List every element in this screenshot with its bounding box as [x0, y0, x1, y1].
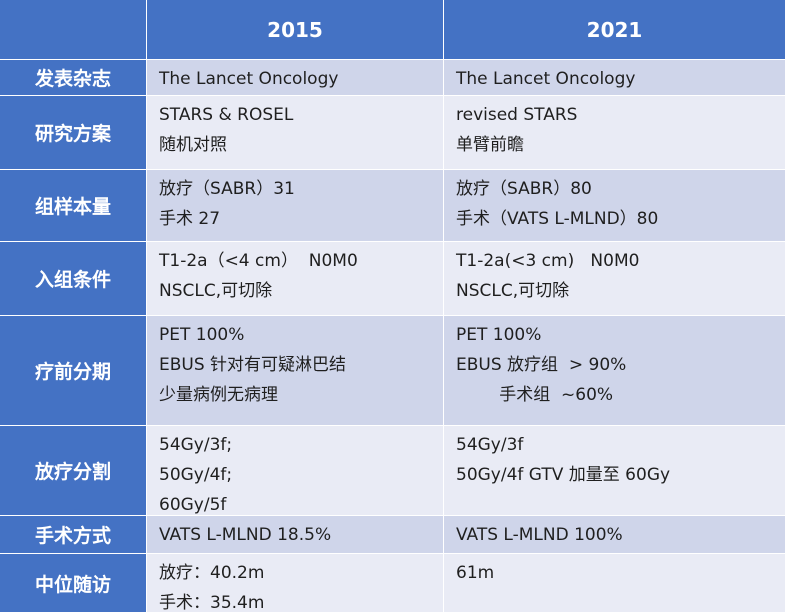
cell-line: 手术组 ~60% — [456, 385, 614, 405]
cell-line: PET 100% — [159, 325, 245, 345]
header-corner-cell — [0, 0, 147, 60]
cell-2021-median-follow-up: 61m — [444, 554, 786, 613]
cell-line: VATS L-MLND 100% — [456, 525, 623, 545]
row-label-journal: 发表杂志 — [0, 60, 147, 96]
cell-line: 单臂前瞻 — [456, 135, 524, 155]
row-label-fractionation: 放疗分割 — [0, 426, 147, 516]
cell-2021-surgery-method: VATS L-MLND 100% — [444, 516, 786, 554]
cell-2015-sample-size: 放疗（SABR）31 手术 27 — [147, 170, 444, 242]
cell-line: 放疗：40.2m — [159, 563, 265, 583]
cell-2015-inclusion-criteria: T1-2a（<4 cm） N0M0 NSCLC,可切除 — [147, 242, 444, 316]
cell-2021-study-design: revised STARS 单臂前瞻 — [444, 96, 786, 170]
cell-line: The Lancet Oncology — [159, 69, 339, 89]
cell-line: revised STARS — [456, 105, 578, 125]
cell-line: 50Gy/4f GTV 加量至 60Gy — [456, 465, 671, 485]
row-label-sample-size: 组样本量 — [0, 170, 147, 242]
cell-line: PET 100% — [456, 325, 542, 345]
cell-line: 少量病例无病理 — [159, 385, 278, 405]
cell-line: EBUS 放疗组 > 90% — [456, 355, 627, 375]
cell-line: NSCLC,可切除 — [456, 281, 570, 301]
header-2021: 2021 — [444, 0, 786, 60]
row-label-inclusion-criteria: 入组条件 — [0, 242, 147, 316]
cell-2021-sample-size: 放疗（SABR）80 手术（VATS L-MLND）80 — [444, 170, 786, 242]
cell-line: 手术：35.4m — [159, 593, 265, 613]
cell-line: 手术 27 — [159, 209, 221, 229]
header-2015: 2015 — [147, 0, 444, 60]
cell-2015-median-follow-up: 放疗：40.2m 手术：35.4m — [147, 554, 444, 613]
cell-2015-study-design: STARS & ROSEL 随机对照 — [147, 96, 444, 170]
cell-line: 手术（VATS L-MLND）80 — [456, 209, 659, 229]
cell-2015-fractionation: 54Gy/3f; 50Gy/4f; 60Gy/5f — [147, 426, 444, 516]
cell-2021-inclusion-criteria: T1-2a(<3 cm) N0M0 NSCLC,可切除 — [444, 242, 786, 316]
cell-line: 放疗（SABR）80 — [456, 179, 592, 199]
cell-line: STARS & ROSEL — [159, 105, 294, 125]
cell-line: 54Gy/3f — [456, 435, 524, 455]
row-label-study-design: 研究方案 — [0, 96, 147, 170]
cell-line: 50Gy/4f; — [159, 465, 233, 485]
cell-line: 61m — [456, 563, 495, 583]
cell-2021-fractionation: 54Gy/3f 50Gy/4f GTV 加量至 60Gy — [444, 426, 786, 516]
cell-line: 放疗（SABR）31 — [159, 179, 295, 199]
cell-line: T1-2a（<4 cm） N0M0 — [159, 251, 358, 271]
cell-line: 60Gy/5f — [159, 495, 227, 515]
cell-line: 54Gy/3f; — [159, 435, 233, 455]
row-label-pretreatment-staging: 疗前分期 — [0, 316, 147, 426]
cell-line: The Lancet Oncology — [456, 69, 636, 89]
cell-line: T1-2a(<3 cm) N0M0 — [456, 251, 640, 271]
cell-line: EBUS 针对有可疑淋巴结 — [159, 355, 347, 375]
cell-line: 随机对照 — [159, 135, 227, 155]
cell-2015-journal: The Lancet Oncology — [147, 60, 444, 96]
cell-2021-pretreatment-staging: PET 100% EBUS 放疗组 > 90% 手术组 ~60% — [444, 316, 786, 426]
cell-2021-journal: The Lancet Oncology — [444, 60, 786, 96]
row-label-median-follow-up: 中位随访 — [0, 554, 147, 613]
cell-2015-surgery-method: VATS L-MLND 18.5% — [147, 516, 444, 554]
cell-line: NSCLC,可切除 — [159, 281, 273, 301]
cell-2015-pretreatment-staging: PET 100% EBUS 针对有可疑淋巴结 少量病例无病理 — [147, 316, 444, 426]
cell-line: VATS L-MLND 18.5% — [159, 525, 332, 545]
row-label-surgery-method: 手术方式 — [0, 516, 147, 554]
